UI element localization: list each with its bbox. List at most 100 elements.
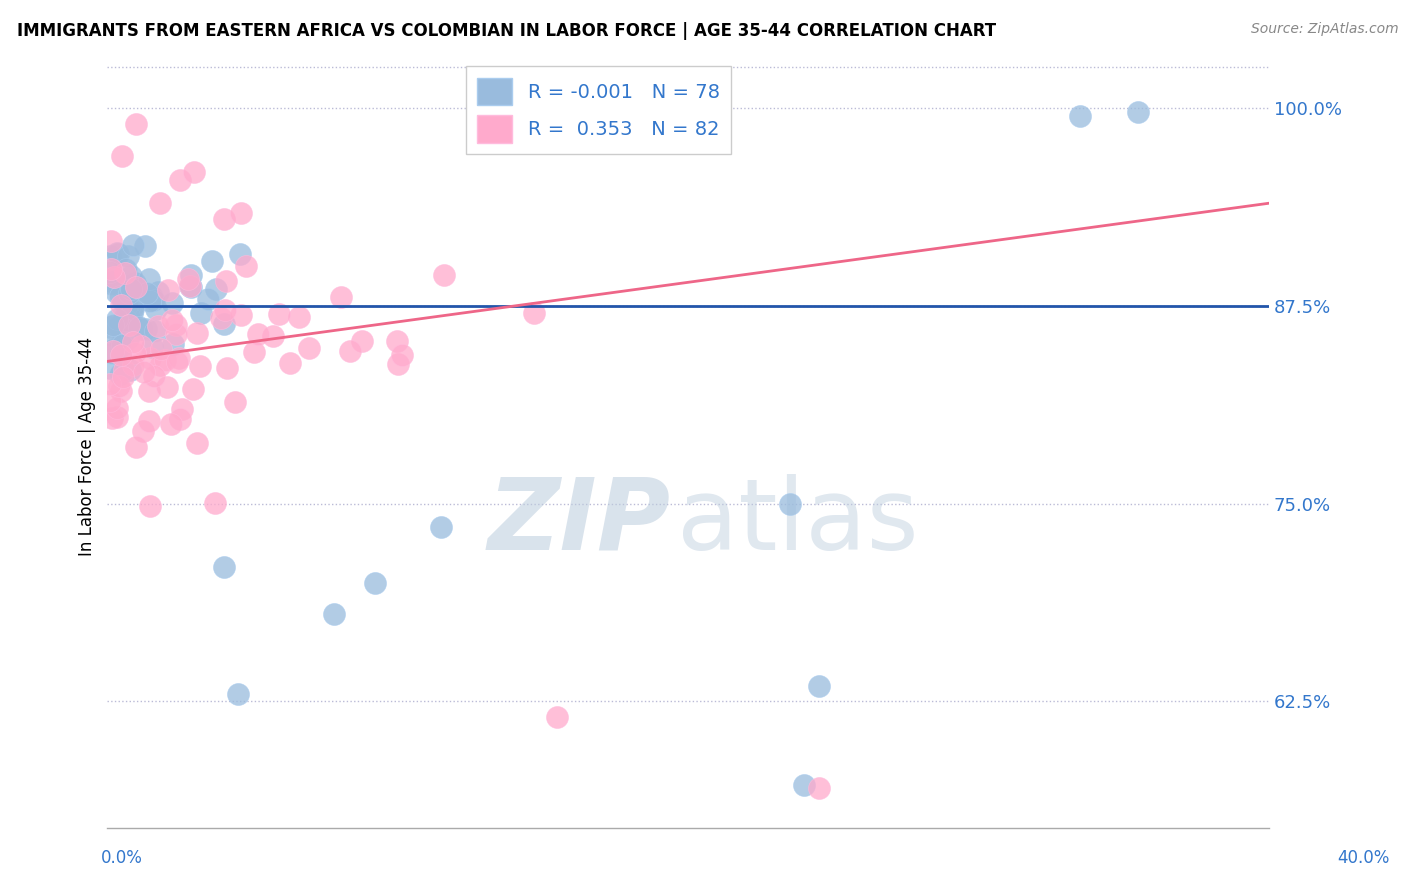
Point (100, 277, 122, 291)
Point (278, 356, 301, 370)
Point (118, 315, 141, 329)
Point (339, 343, 361, 358)
Point (112, 369, 135, 384)
Point (170, 402, 193, 417)
Point (98, 265, 121, 279)
Point (262, 329, 284, 343)
Point (387, 334, 409, 349)
Point (231, 308, 253, 322)
Point (98, 328, 121, 343)
Point (101, 318, 124, 332)
Point (105, 245, 128, 260)
Point (108, 379, 131, 393)
Point (156, 284, 179, 298)
Point (243, 344, 266, 359)
Point (115, 298, 138, 312)
Point (298, 341, 321, 355)
Point (122, 300, 145, 314)
Point (197, 292, 219, 306)
Point (125, 117, 148, 131)
Text: 0.0%: 0.0% (101, 849, 143, 867)
Point (156, 380, 179, 394)
Point (183, 164, 205, 178)
Point (148, 285, 170, 300)
Point (212, 317, 235, 331)
Point (247, 326, 270, 341)
Y-axis label: In Labor Force | Age 35-44: In Labor Force | Age 35-44 (79, 336, 96, 556)
Point (115, 312, 138, 326)
Point (180, 280, 202, 294)
Point (117, 331, 139, 345)
Point (267, 307, 290, 321)
Point (98, 377, 121, 392)
Point (118, 309, 141, 323)
Point (180, 268, 202, 282)
Point (100, 261, 122, 276)
Point (177, 271, 200, 285)
Point (807, 679, 830, 693)
Point (145, 301, 167, 316)
Point (139, 294, 162, 309)
Point (105, 401, 128, 416)
Point (101, 345, 124, 359)
Legend: R = -0.001   N = 78, R =  0.353   N = 82: R = -0.001 N = 78, R = 0.353 N = 82 (465, 66, 731, 154)
Point (122, 238, 145, 252)
Point (118, 286, 141, 301)
Point (350, 334, 373, 348)
Point (229, 247, 252, 261)
Point (387, 357, 409, 371)
Point (110, 349, 132, 363)
Point (131, 321, 153, 335)
Point (231, 205, 253, 219)
Point (125, 441, 148, 455)
Point (215, 360, 238, 375)
Point (100, 234, 122, 248)
Point (141, 288, 163, 302)
Point (204, 282, 226, 296)
Point (165, 326, 187, 341)
Point (142, 369, 165, 384)
Point (108, 277, 131, 291)
Point (117, 318, 139, 332)
Point (107, 246, 129, 260)
Point (112, 362, 135, 376)
Text: ZIP: ZIP (488, 474, 671, 571)
Point (179, 279, 201, 293)
Point (188, 359, 211, 374)
Point (138, 414, 160, 428)
Point (122, 301, 145, 316)
Point (101, 411, 124, 425)
Point (101, 344, 124, 359)
Point (98, 319, 121, 334)
Text: Source: ZipAtlas.com: Source: ZipAtlas.com (1251, 22, 1399, 37)
Point (186, 326, 208, 341)
Point (141, 340, 163, 354)
Point (209, 311, 232, 326)
Point (190, 306, 212, 320)
Point (117, 310, 139, 324)
Point (115, 262, 138, 277)
Point (128, 320, 150, 334)
Point (165, 318, 187, 333)
Point (523, 306, 546, 320)
Point (132, 365, 155, 379)
Point (103, 342, 125, 356)
Point (169, 411, 191, 425)
Point (214, 303, 236, 318)
Point (160, 296, 183, 310)
Point (212, 212, 235, 227)
Point (186, 436, 208, 450)
Point (124, 346, 146, 360)
Point (169, 172, 191, 186)
Point (120, 282, 142, 296)
Point (111, 149, 134, 163)
Point (110, 348, 132, 362)
Point (143, 293, 166, 307)
Point (114, 266, 136, 280)
Point (129, 339, 152, 353)
Point (179, 278, 201, 293)
Point (111, 293, 134, 308)
Point (153, 352, 176, 367)
Point (547, 710, 569, 724)
Point (235, 259, 257, 273)
